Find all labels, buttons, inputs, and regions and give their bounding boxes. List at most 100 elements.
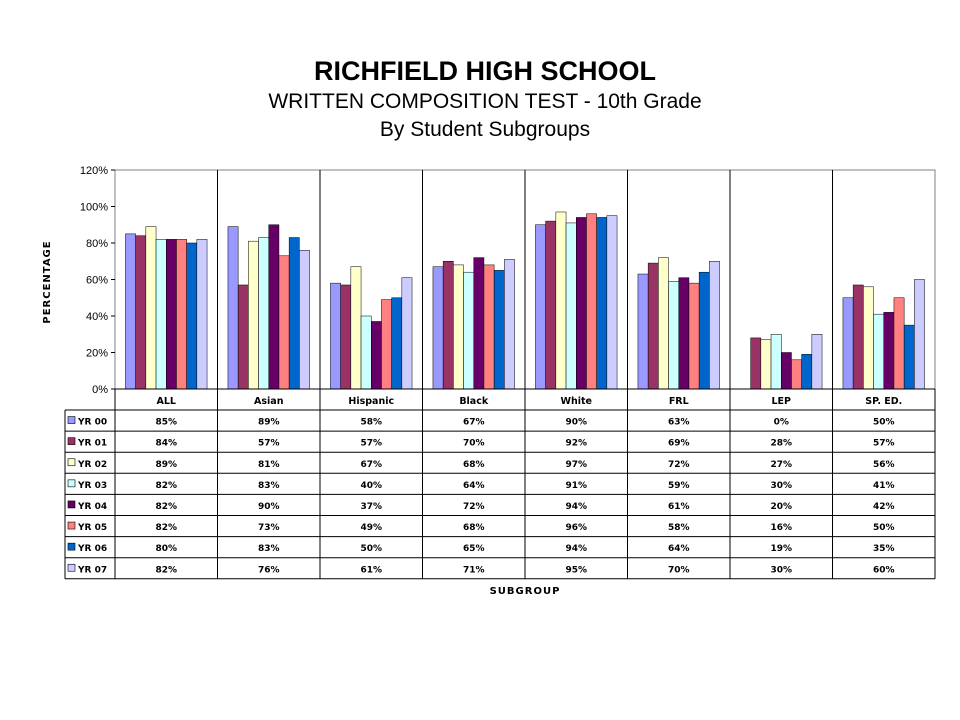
legend-swatch bbox=[67, 521, 76, 530]
data-label: 83% bbox=[258, 481, 280, 491]
legend-series-name: YR 00 bbox=[77, 418, 107, 428]
chart-subtitle: WRITTEN COMPOSITION TEST - 10th Grade bbox=[268, 90, 702, 113]
bar bbox=[893, 297, 905, 390]
category-label: ALL bbox=[157, 396, 176, 407]
data-label: 42% bbox=[873, 502, 895, 512]
bar bbox=[535, 224, 546, 390]
bar bbox=[504, 259, 515, 390]
data-label: 56% bbox=[873, 460, 895, 470]
data-label: 81% bbox=[258, 460, 280, 470]
data-label: 68% bbox=[463, 523, 485, 533]
data-label: 27% bbox=[770, 460, 792, 470]
bar bbox=[606, 215, 618, 390]
category-label: SP. ED. bbox=[865, 396, 902, 407]
data-label: 70% bbox=[668, 565, 690, 575]
data-label: 82% bbox=[155, 502, 177, 512]
data-label: 58% bbox=[668, 523, 690, 533]
bar bbox=[442, 261, 454, 390]
bar bbox=[576, 217, 587, 390]
legend-swatch bbox=[67, 437, 76, 445]
y-tick-label: 20% bbox=[86, 348, 108, 360]
data-label: 90% bbox=[565, 418, 587, 428]
legend-swatch bbox=[67, 479, 76, 488]
bar bbox=[288, 237, 300, 390]
data-label: 82% bbox=[155, 481, 177, 491]
bar bbox=[350, 266, 362, 390]
bar bbox=[873, 313, 884, 390]
data-label: 59% bbox=[668, 481, 690, 491]
data-label: 16% bbox=[770, 523, 792, 533]
bar bbox=[340, 284, 352, 390]
chart-subtitle-2: By Student Subgroups bbox=[379, 118, 591, 141]
bar bbox=[750, 337, 762, 390]
data-label: 67% bbox=[360, 460, 382, 470]
bar bbox=[688, 282, 700, 390]
x-axis-label: SUBGROUP bbox=[490, 586, 561, 597]
data-label: 65% bbox=[463, 544, 485, 554]
data-label: 68% bbox=[463, 460, 485, 470]
bar bbox=[637, 273, 649, 390]
bar bbox=[135, 235, 147, 390]
data-label: 40% bbox=[360, 481, 382, 491]
legend-series-name: YR 07 bbox=[77, 565, 107, 575]
bar bbox=[196, 239, 208, 390]
bar bbox=[545, 220, 557, 390]
data-label: 49% bbox=[360, 523, 382, 533]
data-label: 19% bbox=[770, 544, 792, 554]
plot-area: 0% 20% 40% 60% 80% 100% 120% bbox=[80, 165, 936, 396]
data-label: 96% bbox=[565, 523, 587, 533]
data-label: 61% bbox=[360, 565, 382, 575]
bar bbox=[811, 334, 823, 390]
legend-swatch bbox=[67, 458, 76, 467]
data-label: 92% bbox=[565, 439, 587, 449]
data-label: 70% bbox=[463, 439, 485, 449]
bar bbox=[596, 217, 608, 390]
bar bbox=[473, 257, 485, 390]
bar bbox=[278, 255, 290, 390]
category-label: LEP bbox=[771, 396, 791, 407]
data-label: 82% bbox=[155, 565, 177, 575]
bar bbox=[166, 239, 177, 390]
bar bbox=[227, 226, 239, 390]
bar bbox=[852, 284, 864, 390]
y-tick-label: 100% bbox=[80, 202, 108, 214]
bar bbox=[647, 262, 659, 390]
bar bbox=[914, 279, 925, 390]
category-label: Asian bbox=[254, 396, 284, 407]
data-label: 91% bbox=[565, 481, 587, 491]
bar bbox=[760, 339, 772, 390]
data-label: 41% bbox=[873, 481, 895, 491]
data-table: ALL Asian Hispanic Black White FRL LEP SP. ED. Y… bbox=[64, 389, 936, 580]
data-label: 50% bbox=[873, 418, 895, 428]
bar bbox=[483, 264, 495, 390]
bar bbox=[453, 264, 464, 390]
bar bbox=[658, 257, 669, 390]
bar bbox=[709, 261, 720, 390]
data-label: 30% bbox=[770, 481, 792, 491]
data-label: 61% bbox=[668, 502, 690, 512]
data-label: 83% bbox=[258, 544, 280, 554]
legend-series-name: YR 04 bbox=[77, 502, 107, 512]
bar bbox=[903, 324, 915, 390]
bar bbox=[360, 315, 372, 390]
bar bbox=[381, 299, 392, 390]
data-label: 82% bbox=[155, 523, 177, 533]
data-label: 72% bbox=[668, 460, 690, 470]
bar bbox=[463, 271, 474, 390]
chart-titles: RICHFIELD HIGH SCHOOL WRITTEN COMPOSITIO… bbox=[0, 54, 960, 144]
legend-series-name: YR 05 bbox=[77, 523, 107, 533]
legend-swatch bbox=[67, 500, 76, 509]
legend-series-name: YR 03 bbox=[77, 481, 107, 491]
bar bbox=[883, 312, 895, 390]
data-label: 50% bbox=[360, 544, 382, 554]
bar bbox=[391, 297, 403, 390]
category-label: White bbox=[561, 396, 592, 407]
data-label: 57% bbox=[258, 439, 280, 449]
y-tick-label: 120% bbox=[80, 165, 108, 177]
data-label: 35% bbox=[873, 544, 895, 554]
chart-title: RICHFIELD HIGH SCHOOL bbox=[314, 56, 656, 86]
data-label: 80% bbox=[155, 544, 177, 554]
bar bbox=[842, 297, 854, 390]
data-label: 76% bbox=[258, 565, 280, 575]
